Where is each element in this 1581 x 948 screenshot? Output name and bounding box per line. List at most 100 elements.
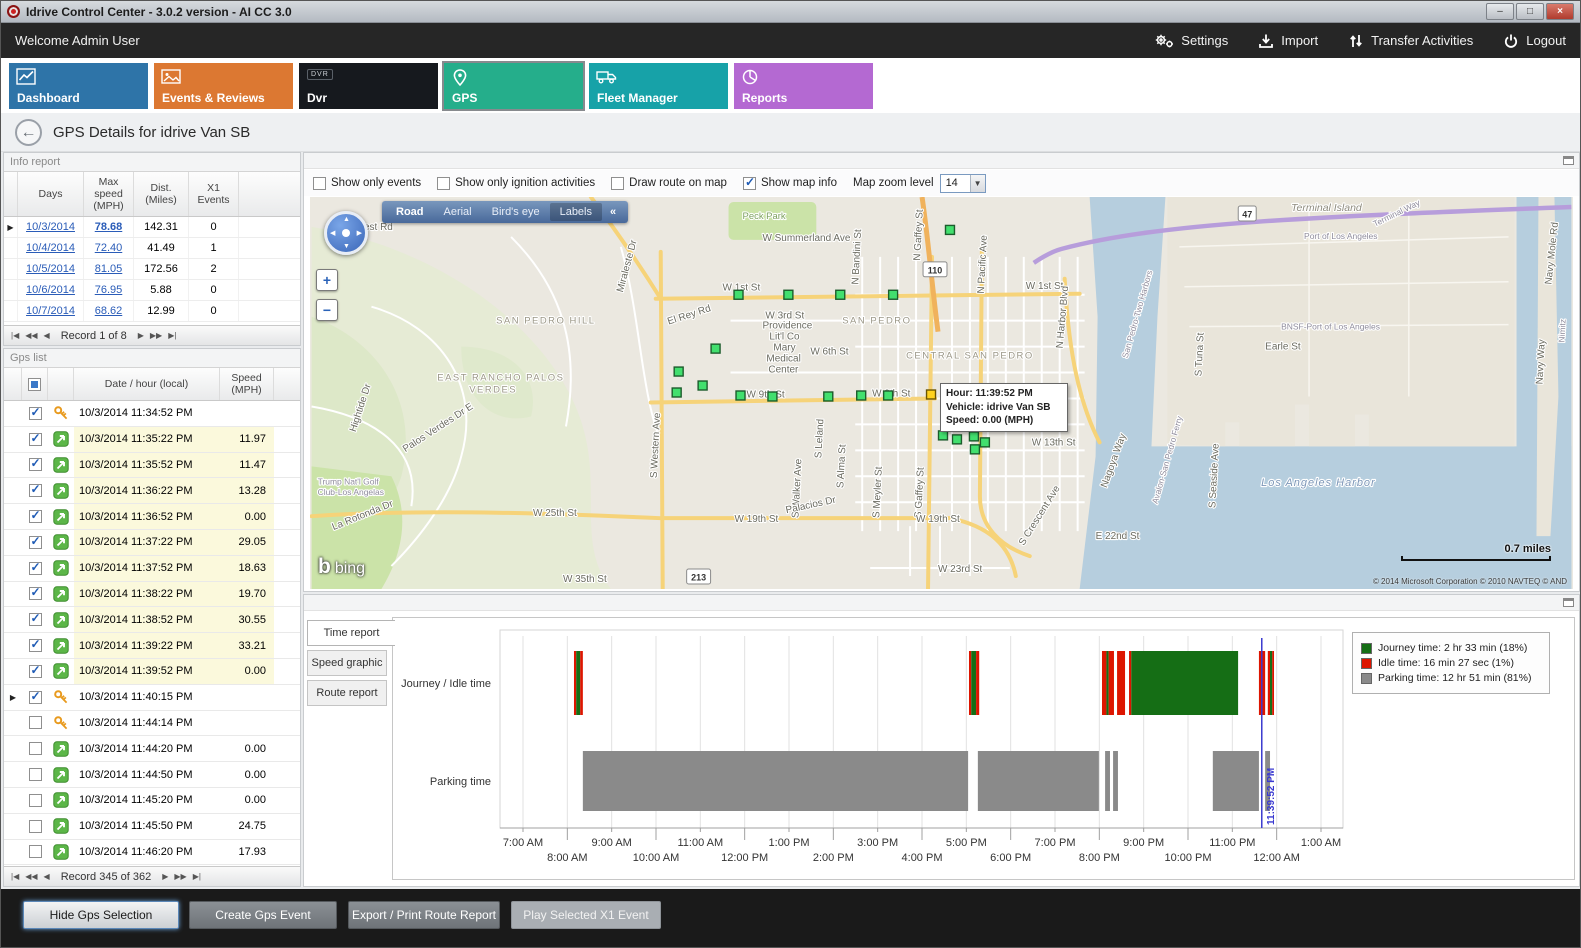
gps-marker[interactable] <box>835 289 846 300</box>
gps-marker[interactable] <box>697 380 708 391</box>
gps-marker[interactable] <box>767 391 778 402</box>
gps-marker[interactable] <box>951 434 963 445</box>
import-button[interactable]: Import <box>1258 33 1318 49</box>
gps-marker[interactable] <box>882 390 894 401</box>
row-checkbox[interactable] <box>28 456 42 472</box>
day-link[interactable]: 10/7/2014 <box>26 305 75 317</box>
tab-route-report[interactable]: Route report <box>307 680 387 706</box>
gps-marker[interactable] <box>969 444 981 455</box>
pager-prev-page-button[interactable]: ◀◀ <box>25 331 38 340</box>
map-zoom-select[interactable]: 14 ▼ <box>939 173 986 193</box>
row-checkbox[interactable] <box>28 611 42 627</box>
settings-button[interactable]: Settings <box>1154 33 1228 49</box>
pager-next-page-button[interactable]: ▶▶ <box>149 331 163 340</box>
row-checkbox[interactable] <box>28 560 42 575</box>
pager-next-button[interactable]: ▶ <box>162 872 169 881</box>
row-checkbox[interactable] <box>28 689 42 704</box>
pager-last-button[interactable]: ▶| <box>168 331 177 340</box>
select-all-checkbox[interactable] <box>28 377 41 391</box>
back-button[interactable]: ← <box>15 119 42 146</box>
show-map-info-checkbox[interactable]: Show map info <box>742 175 837 190</box>
tab-dashboard[interactable]: Dashboard <box>9 63 148 109</box>
row-checkbox[interactable] <box>28 405 42 420</box>
gps-marker[interactable] <box>783 289 794 300</box>
gps-marker[interactable] <box>735 390 746 401</box>
day-link[interactable]: 10/3/2014 <box>26 221 75 233</box>
max-speed-link[interactable]: 78.68 <box>94 221 123 233</box>
gps-list-row[interactable]: 10/3/2014 11:39:52 PM0.00 <box>4 658 300 685</box>
maximize-button[interactable]: □ <box>1516 3 1544 20</box>
day-link[interactable]: 10/6/2014 <box>26 284 75 296</box>
pager-prev-button[interactable]: ◀ <box>43 872 50 881</box>
bing-map[interactable]: Peck Park Crest Rd W Summerland Ave Mirales… <box>310 197 1573 589</box>
gps-marker[interactable] <box>823 391 834 402</box>
pager-last-button[interactable]: ▶| <box>192 872 201 881</box>
col-speed[interactable]: Speed (MPH) <box>220 368 274 400</box>
row-checkbox[interactable] <box>28 534 42 549</box>
transfer-activities-button[interactable]: Transfer Activities <box>1348 33 1473 49</box>
logout-button[interactable]: Logout <box>1503 33 1566 49</box>
max-speed-link[interactable]: 72.40 <box>94 242 123 254</box>
tab-time-report[interactable]: Time report <box>307 620 395 646</box>
tab-gps[interactable]: GPS <box>444 63 583 109</box>
pager-prev-page-button[interactable]: ◀◀ <box>25 872 38 881</box>
tab-fleet-manager[interactable]: Fleet Manager <box>589 63 728 109</box>
row-checkbox[interactable] <box>28 508 42 524</box>
map-style-aerial[interactable]: Aerial <box>443 206 472 218</box>
row-checkbox[interactable] <box>28 637 42 653</box>
day-link[interactable]: 10/4/2014 <box>26 242 75 254</box>
gps-list-row[interactable]: 10/3/2014 11:46:20 PM 17.93 <box>4 840 300 866</box>
gps-marker[interactable] <box>968 431 980 442</box>
tab-events-reviews[interactable]: Events & Reviews <box>154 63 293 109</box>
row-checkbox[interactable] <box>28 845 42 859</box>
gps-marker[interactable] <box>710 343 721 354</box>
map-style-road[interactable]: Road <box>396 206 424 218</box>
info-report-row[interactable]: ▶ 10/3/2014 78.68 142.31 0 <box>4 217 300 238</box>
maximize-map-button[interactable] <box>1563 156 1574 165</box>
gps-marker[interactable] <box>937 430 949 441</box>
row-checkbox[interactable] <box>28 663 42 678</box>
gps-list-row[interactable]: 10/3/2014 11:44:50 PM 0.00 <box>4 762 300 788</box>
map-style-birds-eye[interactable]: Bird's eye <box>491 206 540 218</box>
zoom-in-button[interactable]: + <box>316 269 338 291</box>
maximize-chart-button[interactable] <box>1563 598 1574 607</box>
gps-marker[interactable] <box>673 366 684 377</box>
minimize-button[interactable]: – <box>1486 3 1514 20</box>
gps-marker[interactable] <box>733 289 744 300</box>
selected-gps-marker[interactable] <box>925 389 937 400</box>
max-speed-link[interactable]: 81.05 <box>94 263 123 275</box>
row-checkbox[interactable] <box>28 585 42 601</box>
tab-speed-graphic[interactable]: Speed graphic <box>307 650 387 676</box>
max-speed-link[interactable]: 76.95 <box>94 284 123 296</box>
draw-route-checkbox[interactable]: Draw route on map <box>611 176 727 190</box>
compass-control[interactable]: ▲ ▼ ◀ ▶ <box>324 211 368 255</box>
row-checkbox[interactable] <box>28 716 42 730</box>
pager-prev-button[interactable]: ◀ <box>43 331 50 340</box>
create-gps-event-button[interactable]: Create Gps Event <box>189 901 337 929</box>
row-checkbox[interactable] <box>28 431 42 446</box>
gps-marker[interactable] <box>944 224 956 236</box>
max-speed-link[interactable]: 68.62 <box>94 305 123 317</box>
col-date-hour[interactable]: Date / hour (local) <box>74 368 220 400</box>
tab-reports[interactable]: Reports <box>734 63 873 109</box>
row-checkbox[interactable] <box>28 482 42 498</box>
gps-marker[interactable] <box>671 387 682 398</box>
show-only-events-checkbox[interactable]: Show only events <box>313 176 421 190</box>
gps-marker[interactable] <box>979 437 991 448</box>
bing-logo[interactable]: b bing <box>318 555 366 578</box>
gps-list-row[interactable]: 10/3/2014 11:44:20 PM 0.00 <box>4 736 300 763</box>
row-checkbox[interactable] <box>28 819 42 833</box>
gps-marker[interactable] <box>887 289 899 300</box>
hide-gps-selection-button[interactable]: Hide Gps Selection <box>23 901 179 929</box>
tab-dvr[interactable]: DVR Dvr <box>299 63 438 109</box>
pager-first-button[interactable]: |◀ <box>11 331 20 340</box>
col-days[interactable]: Days <box>18 172 84 216</box>
col-x1-events[interactable]: X1 Events <box>189 172 239 216</box>
export-print-route-report-button[interactable]: Export / Print Route Report <box>348 901 500 929</box>
info-report-row[interactable]: 10/5/2014 81.05 172.56 2 <box>4 259 300 280</box>
